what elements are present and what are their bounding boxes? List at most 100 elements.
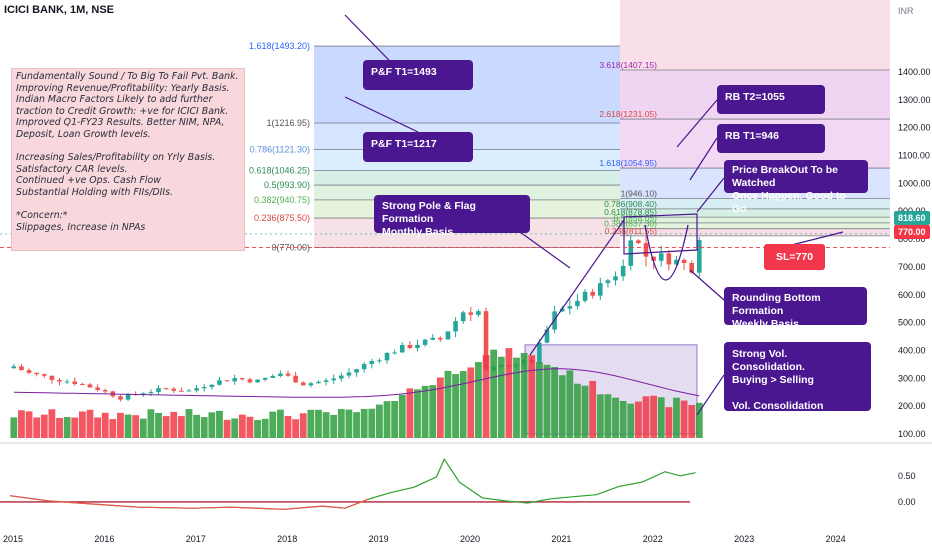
volume-bar bbox=[330, 414, 338, 438]
callout-pointer bbox=[689, 137, 718, 181]
candle-body bbox=[171, 388, 177, 391]
candle-body bbox=[64, 381, 70, 383]
volume-bar bbox=[528, 355, 536, 438]
candle-body bbox=[544, 329, 550, 343]
fib-zone-right bbox=[620, 217, 890, 223]
oscillator-negative-line bbox=[9, 495, 369, 510]
stop-loss-tag: 770.00 bbox=[894, 225, 930, 239]
volume-bar bbox=[33, 417, 41, 438]
candle-body bbox=[575, 300, 580, 307]
volume-bar bbox=[322, 412, 330, 438]
volume-bar bbox=[63, 416, 71, 438]
candle-body bbox=[240, 378, 245, 380]
volume-bar bbox=[246, 416, 254, 438]
volume-bar bbox=[345, 409, 353, 438]
candle-body bbox=[597, 283, 603, 296]
volume-bar bbox=[109, 419, 117, 438]
candle-body bbox=[194, 388, 199, 391]
time-tick-label: 2024 bbox=[826, 534, 846, 544]
candle-body bbox=[148, 392, 154, 394]
price-tick-label: 1400.00 bbox=[898, 67, 931, 77]
callout-pf-1493: P&F T1=1493 bbox=[363, 60, 473, 90]
candle-body bbox=[316, 381, 321, 384]
volume-bar bbox=[467, 367, 475, 438]
volume-bar bbox=[490, 349, 498, 438]
volume-bar bbox=[254, 420, 261, 438]
chart-title: ICICI BANK, 1M, NSE bbox=[4, 4, 115, 16]
volume-bar bbox=[353, 412, 360, 438]
volume-bar bbox=[71, 417, 79, 438]
price-tick-label: 1100.00 bbox=[898, 151, 930, 161]
candle-body bbox=[590, 291, 595, 296]
candle-body bbox=[179, 390, 184, 392]
text-line: Deposit, Loan Growth levels. bbox=[16, 128, 151, 140]
volume-bar bbox=[185, 409, 193, 438]
candle-body bbox=[361, 364, 367, 370]
time-tick-label: 2022 bbox=[643, 534, 663, 544]
volume-bar bbox=[261, 418, 269, 438]
candle-body bbox=[247, 379, 253, 383]
volume-bar bbox=[596, 394, 604, 438]
candle-body bbox=[293, 375, 298, 383]
price-tick-label: 200.00 bbox=[898, 401, 926, 411]
candle-body bbox=[217, 380, 222, 385]
fib-label-right: 0.5(858.05) bbox=[614, 213, 658, 223]
fib-label-right: 0.236(811.55) bbox=[605, 226, 657, 236]
candle-body bbox=[57, 379, 62, 382]
time-tick-label: 2023 bbox=[734, 534, 754, 544]
volume-bar bbox=[581, 385, 589, 438]
price-tick-label: 600.00 bbox=[898, 290, 926, 300]
candle-body bbox=[666, 253, 672, 265]
volume-bar bbox=[657, 397, 665, 438]
fib-label-right: 2.618(1231.05) bbox=[599, 109, 657, 119]
candle-body bbox=[392, 352, 397, 354]
candle-body bbox=[102, 390, 108, 392]
text-line bbox=[16, 141, 240, 153]
volume-bar bbox=[520, 352, 528, 438]
volume-bar bbox=[269, 411, 277, 438]
last-price-tag: 818.60 bbox=[894, 211, 930, 225]
text-line: Buying > Selling bbox=[732, 374, 814, 386]
candle-body bbox=[407, 345, 413, 349]
candle-body bbox=[156, 388, 161, 393]
volume-bar bbox=[223, 419, 231, 438]
fib-label-left: 0.618(1046.25) bbox=[249, 166, 310, 176]
fib-label-right: 3.618(1407.15) bbox=[599, 60, 657, 70]
text-line: Weekly Basis bbox=[732, 318, 799, 330]
volume-bar bbox=[78, 411, 86, 438]
volume-bar bbox=[444, 370, 452, 438]
oscillator-tick-label: 0.00 bbox=[898, 497, 916, 507]
time-tick-label: 2018 bbox=[277, 534, 297, 544]
volume-bar bbox=[307, 409, 315, 438]
candle-body bbox=[476, 311, 481, 315]
volume-bar bbox=[147, 409, 155, 438]
candle-body bbox=[430, 337, 436, 340]
price-tick-label: 1300.00 bbox=[898, 95, 931, 105]
flag-rectangle bbox=[623, 213, 698, 255]
candle-body bbox=[232, 378, 237, 382]
candle-body bbox=[445, 331, 451, 340]
time-tick-label: 2020 bbox=[460, 534, 480, 544]
volume-bar bbox=[10, 417, 18, 438]
text-line: Monthly Basis bbox=[382, 226, 454, 238]
candle-body bbox=[636, 240, 641, 244]
candle-body bbox=[658, 253, 664, 261]
text-line: Strong Vol. Consolidation. bbox=[732, 348, 805, 373]
price-tick-label: 1200.00 bbox=[898, 123, 931, 133]
candle-body bbox=[19, 366, 24, 371]
price-tick-label: 500.00 bbox=[898, 318, 926, 328]
candle-body bbox=[95, 387, 100, 391]
candle-body bbox=[323, 380, 329, 382]
candle-body bbox=[209, 384, 215, 387]
candle-body bbox=[384, 352, 390, 361]
volume-bar bbox=[216, 410, 223, 438]
volume-bar bbox=[40, 414, 48, 438]
callout-rounding-bottom: Rounding Bottom Formation Weekly Basis bbox=[724, 287, 867, 330]
volume-bar bbox=[86, 409, 94, 438]
text-line: Continued +ve Ops. Cash Flow bbox=[16, 175, 161, 187]
candle-body bbox=[125, 394, 131, 400]
text-line bbox=[16, 199, 240, 211]
fib-label-right: 0.786(908.40) bbox=[604, 199, 657, 209]
text-line: Price BreakOut To be Watched bbox=[732, 164, 839, 189]
volume-bar bbox=[94, 417, 101, 438]
